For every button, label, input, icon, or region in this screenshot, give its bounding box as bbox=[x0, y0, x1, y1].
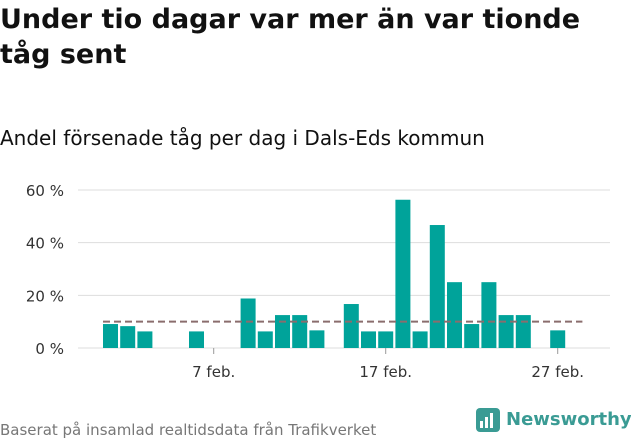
brand-logo[interactable]: Newsworthy bbox=[476, 408, 631, 432]
bar-chart: 0 % 20 % 40 % 60 % 7 feb. 17 feb. 27 feb. bbox=[26, 182, 610, 381]
bar bbox=[343, 304, 359, 348]
bar bbox=[257, 331, 273, 348]
newsworthy-logo-icon bbox=[476, 408, 500, 432]
bar bbox=[189, 331, 204, 348]
bar bbox=[275, 315, 290, 348]
y-tick-label: 0 % bbox=[35, 340, 64, 358]
bar bbox=[378, 331, 394, 348]
bar bbox=[120, 326, 136, 348]
bar bbox=[515, 315, 531, 348]
x-tick-label: 17 feb. bbox=[359, 363, 412, 381]
bar bbox=[464, 324, 480, 348]
bar bbox=[481, 282, 497, 348]
bar bbox=[309, 330, 325, 348]
bar bbox=[361, 331, 376, 348]
bar bbox=[240, 298, 256, 348]
x-tick-label: 7 feb. bbox=[192, 363, 235, 381]
x-tick-label: 27 feb. bbox=[531, 363, 584, 381]
bar bbox=[292, 315, 308, 348]
chart-subtitle: Andel försenade tåg per dag i Dals-Eds k… bbox=[0, 126, 485, 150]
source-note: Baserat på insamlad realtidsdata från Tr… bbox=[0, 421, 377, 439]
bar bbox=[137, 331, 153, 348]
bar bbox=[498, 315, 514, 348]
chart-title: Under tio dagar var mer än var tionde tå… bbox=[0, 4, 581, 70]
bar bbox=[550, 330, 566, 348]
bar bbox=[429, 225, 445, 348]
y-tick-label: 40 % bbox=[26, 235, 64, 253]
y-tick-label: 60 % bbox=[26, 182, 64, 200]
bar bbox=[395, 199, 411, 348]
brand-name: Newsworthy bbox=[506, 409, 631, 430]
bar bbox=[412, 331, 428, 348]
bar bbox=[103, 324, 118, 348]
bar bbox=[447, 282, 462, 348]
y-tick-label: 20 % bbox=[26, 287, 64, 305]
